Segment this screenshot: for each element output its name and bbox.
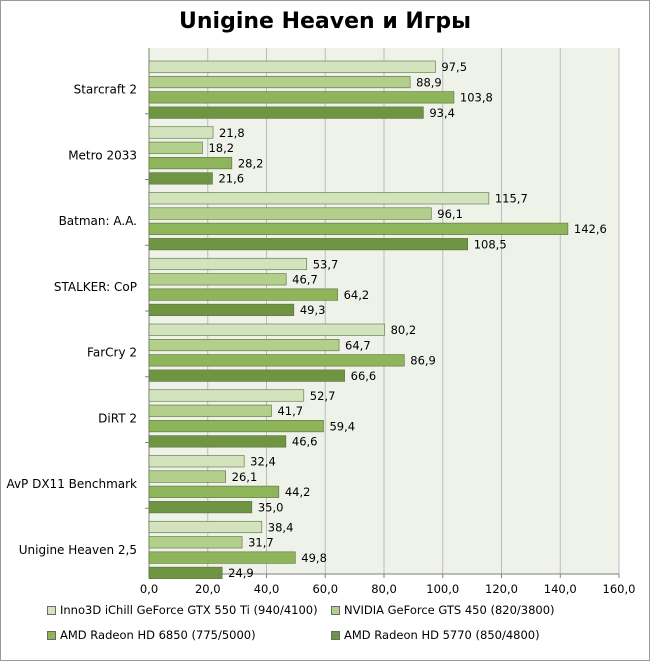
x-tick-label: 40,0 xyxy=(254,582,280,596)
bar xyxy=(148,420,324,433)
bar xyxy=(148,404,272,417)
category-label: AvP DX11 Benchmark xyxy=(6,477,137,491)
x-tick-label: 80,0 xyxy=(371,582,397,596)
category-label: STALKER: CoP xyxy=(54,280,137,294)
bar xyxy=(148,470,226,483)
data-label: 28,2 xyxy=(238,156,264,170)
data-label: 41,7 xyxy=(277,404,303,418)
data-label: 44,2 xyxy=(285,485,311,499)
bar xyxy=(148,485,280,498)
bar xyxy=(148,207,432,220)
bar xyxy=(148,501,253,514)
data-label: 80,2 xyxy=(391,323,417,337)
data-label: 46,6 xyxy=(292,435,318,449)
data-label: 108,5 xyxy=(474,237,507,251)
data-label: 24,9 xyxy=(228,566,254,580)
bar xyxy=(148,192,490,205)
data-label: 97,5 xyxy=(441,60,467,74)
data-label: 35,0 xyxy=(258,500,284,514)
category-label: Starcraft 2 xyxy=(74,83,137,97)
bar xyxy=(148,389,305,402)
bar xyxy=(148,455,245,468)
bar xyxy=(148,536,243,549)
bar xyxy=(148,76,411,89)
data-label: 38,4 xyxy=(268,520,294,534)
bar xyxy=(148,60,436,73)
x-tick-label: 0,0 xyxy=(140,582,158,596)
category-label: Metro 2033 xyxy=(68,148,137,162)
bar xyxy=(148,106,424,119)
data-label: 49,3 xyxy=(300,303,326,317)
category-label: Unigine Heaven 2,5 xyxy=(19,543,137,557)
x-tick-label: 160,0 xyxy=(603,582,636,596)
bar xyxy=(148,222,569,235)
data-label: 53,7 xyxy=(313,257,339,271)
bar xyxy=(148,157,233,170)
data-label: 21,8 xyxy=(219,126,245,140)
bar xyxy=(148,323,385,336)
x-tick-label: 60,0 xyxy=(312,582,338,596)
x-tick-label: 100,0 xyxy=(426,582,459,596)
bar xyxy=(148,338,340,352)
data-label: 59,4 xyxy=(329,419,355,433)
bar xyxy=(148,435,287,448)
x-tick-label: 140,0 xyxy=(544,582,577,596)
bar xyxy=(148,566,223,579)
data-label: 21,6 xyxy=(218,172,244,186)
data-label: 103,8 xyxy=(460,91,493,105)
bar xyxy=(148,257,308,271)
category-label: Batman: A.A. xyxy=(59,214,137,228)
bar xyxy=(148,354,405,367)
data-label: 86,9 xyxy=(410,354,436,368)
bar xyxy=(148,172,213,185)
bar xyxy=(148,126,214,139)
bar xyxy=(148,141,203,154)
x-tick-label: 120,0 xyxy=(485,582,518,596)
data-label: 142,6 xyxy=(574,222,607,236)
bar xyxy=(148,273,287,286)
data-label: 88,9 xyxy=(416,75,442,89)
category-label: FarCry 2 xyxy=(87,346,137,360)
bar xyxy=(148,369,345,382)
data-label: 115,7 xyxy=(495,192,528,206)
bar xyxy=(148,91,455,104)
data-label: 64,2 xyxy=(344,288,370,302)
bar xyxy=(148,551,296,564)
data-label: 96,1 xyxy=(437,207,463,221)
data-label: 26,1 xyxy=(232,470,258,484)
data-label: 49,8 xyxy=(301,551,327,565)
category-label: DiRT 2 xyxy=(98,411,137,425)
data-label: 52,7 xyxy=(310,389,336,403)
bar xyxy=(148,520,263,534)
bar xyxy=(148,303,295,316)
data-label: 32,4 xyxy=(250,455,276,469)
bar xyxy=(148,238,469,251)
data-label: 46,7 xyxy=(292,273,318,287)
data-label: 64,7 xyxy=(345,338,371,352)
data-label: 31,7 xyxy=(248,536,274,550)
bar xyxy=(148,288,338,301)
data-label: 93,4 xyxy=(429,106,455,120)
data-label: 66,6 xyxy=(351,369,377,383)
chart-title: Unigine Heaven и Игры xyxy=(179,9,471,34)
data-label: 18,2 xyxy=(208,141,234,155)
x-tick-label: 20,0 xyxy=(195,582,221,596)
